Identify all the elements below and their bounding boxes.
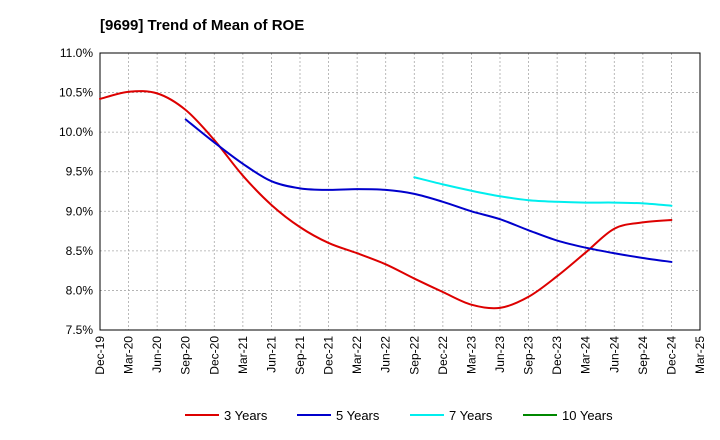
y-tick-label: 10.0% xyxy=(59,125,93,139)
x-tick-label: Mar-23 xyxy=(464,336,478,374)
legend-label-7-years: 7 Years xyxy=(449,408,493,423)
x-tick-label: Jun-21 xyxy=(264,336,278,373)
x-tick-label: Mar-21 xyxy=(236,336,250,374)
x-tick-label: Mar-25 xyxy=(693,336,707,374)
series-lines xyxy=(99,90,673,310)
legend-label-5-years: 5 Years xyxy=(336,408,380,423)
x-tick-label: Jun-23 xyxy=(493,336,507,373)
x-tick-label: Dec-24 xyxy=(664,336,678,375)
y-tick-label: 8.5% xyxy=(66,244,94,258)
y-tick-label: 11.0% xyxy=(60,46,93,60)
series-line-3-years xyxy=(99,90,673,310)
x-tick-label: Sep-22 xyxy=(407,336,421,375)
legend-label-10-years: 10 Years xyxy=(562,408,613,423)
x-tick-label: Jun-20 xyxy=(150,336,164,373)
x-tick-label: Dec-22 xyxy=(436,336,450,375)
x-tick-label: Sep-21 xyxy=(293,336,307,375)
legend: 3 Years 5 Years 7 Years 10 Years xyxy=(185,408,613,423)
x-tick-label: Jun-22 xyxy=(379,336,393,373)
x-tick-label: Dec-19 xyxy=(93,336,107,375)
y-tick-label: 8.0% xyxy=(66,283,94,297)
x-tick-label: Dec-23 xyxy=(550,336,564,375)
x-tick-label: Sep-20 xyxy=(179,336,193,375)
y-tick-label: 7.5% xyxy=(66,323,94,337)
chart-title: [9699] Trend of Mean of ROE xyxy=(100,17,304,34)
x-tick-label: Sep-23 xyxy=(522,336,536,375)
y-tick-label: 9.5% xyxy=(66,165,94,179)
y-axis: 7.5% 8.0% 8.5% 9.0% 9.5% 10.0% 10.5% 11.0% xyxy=(59,46,93,337)
legend-label-3-years: 3 Years xyxy=(224,408,268,423)
y-tick-label: 10.5% xyxy=(59,86,93,100)
x-tick-label: Mar-20 xyxy=(122,336,136,374)
x-axis: Dec-19 Mar-20 Jun-20 Sep-20 Dec-20 Mar-21 Jun-… xyxy=(93,336,707,375)
x-tick-label: Dec-21 xyxy=(322,336,336,375)
x-tick-label: Mar-24 xyxy=(579,336,593,374)
plot-area-frame xyxy=(99,52,701,331)
x-tick-label: Mar-22 xyxy=(350,336,364,374)
x-tick-label: Dec-20 xyxy=(207,336,221,375)
series-line-7-years xyxy=(413,176,673,207)
x-tick-label: Jun-24 xyxy=(607,336,621,373)
series-line-5-years xyxy=(184,118,673,263)
y-tick-label: 9.0% xyxy=(66,204,94,218)
x-tick-label: Sep-24 xyxy=(636,336,650,375)
